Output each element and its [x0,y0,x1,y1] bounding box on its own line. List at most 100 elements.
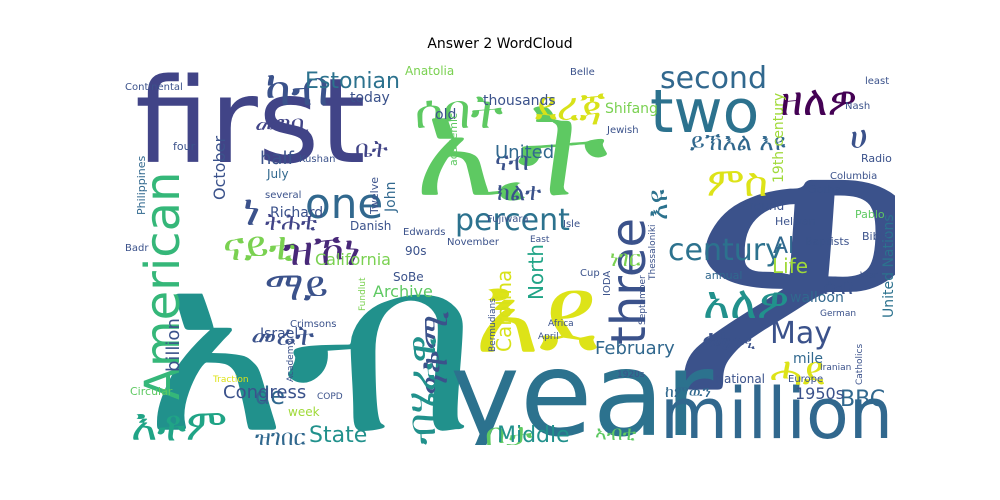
word-cloud-word: ደረጃ [535,84,606,130]
word-cloud-word: Traction [212,375,249,385]
word-cloud-word: one [305,179,383,228]
word-cloud-word: Bible [862,230,890,243]
word-cloud-word: North [524,244,548,300]
word-cloud-word: ሰባት [415,84,503,140]
word-cloud-word: አለዎ [703,275,789,329]
word-cloud-word: February [595,338,675,359]
word-cloud-word: year [450,325,714,445]
word-cloud-word: mile [793,351,823,367]
word-cloud-word: annual [705,269,742,282]
word-cloud-word: ዎ [665,60,895,445]
word-cloud-word: ሓደ [770,349,825,395]
word-cloud-word: BBC [840,387,885,412]
word-cloud-word: Carolina [492,270,516,352]
word-cloud-word: United [495,142,554,163]
word-cloud-word: thousands [483,93,556,109]
word-cloud-word: three [601,218,657,345]
word-cloud-word: April [538,332,559,342]
word-cloud-word: Continental [125,82,183,93]
word-cloud-word: Helwan [775,215,816,228]
word-cloud-word: Al [773,234,794,259]
word-cloud-word: Life [772,254,808,278]
word-cloud-word: two [650,77,759,147]
word-cloud-word: Kushan [299,154,335,165]
word-cloud-word: COPD [317,392,343,402]
word-cloud-word: American [135,172,191,400]
word-cloud-word: Philippines [135,155,148,215]
word-cloud-word: second [660,61,767,96]
word-cloud-word: John [383,182,399,213]
word-cloud-word: several [265,190,301,201]
word-cloud-word: State [309,423,367,445]
word-cloud-word: California [315,250,391,269]
word-cloud-word: ቦታ [485,416,533,445]
word-cloud-word: de [255,382,285,410]
word-cloud-word: Iranian [820,363,851,373]
word-cloud-word: ሀ [850,117,868,157]
word-cloud-word: ነገር [610,247,641,272]
word-cloud-word: November [447,237,500,248]
word-cloud-word: half [260,148,294,169]
word-cloud-word: Congress [223,382,306,403]
word-cloud-word: አብ [145,207,476,445]
word-cloud-word: Africa [548,319,574,329]
word-cloud-word: ማይ [265,264,328,310]
word-cloud-word: Richard [270,205,323,221]
word-cloud-word: Middle [497,423,570,445]
word-cloud-word: ናይቲ [223,224,296,270]
word-cloud-word: ዓቅሚ [415,311,456,395]
word-cloud-word: ኢት [415,70,608,227]
word-cloud-word: Fujiwara [487,214,529,225]
word-cloud-word: Edwards [403,227,445,238]
word-cloud-word: Isle [563,219,580,230]
word-cloud-word: እቶም [131,400,227,445]
word-cloud-word: Nash [845,101,870,112]
word-cloud-word: May [770,316,832,351]
word-cloud-word: billion [163,318,184,372]
word-cloud-word: first [135,60,366,190]
word-cloud-word: Shifang [605,101,658,117]
word-cloud-word: Belle [570,67,595,78]
word-cloud-word: October [210,136,229,200]
word-cloud-word: Academy [286,340,296,382]
word-cloud-word: ዘለዎ [780,76,857,125]
word-cloud-word: ሰብ [823,275,853,300]
word-cloud-word: United Nations [881,214,895,318]
word-cloud-word: Bermudians [488,298,498,352]
word-cloud-word: ይኽእል እዩ [690,128,786,156]
word-cloud-word: Badr [125,243,149,254]
word-cloud-word: መንገዲ [707,332,756,353]
word-cloud-word: ናብ [495,147,529,177]
word-cloud-word: ትሕቲ [265,208,317,236]
word-cloud-word: September [638,275,648,325]
word-cloud-word: walloon [790,290,844,306]
word-cloud-word: Catholics [855,344,865,385]
word-cloud-word: East [530,235,550,245]
word-cloud-word: 1950s [795,384,844,403]
word-cloud-word: old [435,107,456,123]
word-cloud-word: መግቢ [255,110,310,138]
word-cloud-word: least [865,76,889,87]
word-cloud-word: Estonian [305,69,400,94]
word-cloud-word: 90s [405,244,427,258]
word-cloud-word: ክልተ [497,178,541,206]
word-cloud-word: Danish [350,219,391,233]
word-cloud-word: German [820,309,856,319]
word-cloud-word: ካብ [265,61,329,117]
word-cloud-word: SoBe [393,270,424,284]
word-cloud-word: ነ [243,185,260,236]
word-cloud-word: ሰነ [702,323,732,358]
word-cloud-word: ዝኾነ [283,226,361,275]
chart-title: Answer 2 WordCloud [427,36,573,52]
word-cloud-word: እደ [475,253,598,378]
word-cloud-word: Crimsons [290,319,337,330]
word-cloud-word: Jewish [606,125,639,136]
word-cloud: first ኢት ዎ አብ year million two American እደ ሰባት ካብ ደ… [125,60,895,445]
word-cloud-word: መሬት [251,319,314,352]
word-cloud-word: Fundlut [358,277,368,311]
word-cloud-word: ከምዉን [665,382,711,401]
word-cloud-word: Circular [130,385,173,398]
word-cloud-word: Europe [788,374,823,385]
word-cloud-word: ኣብቲ [595,421,637,445]
